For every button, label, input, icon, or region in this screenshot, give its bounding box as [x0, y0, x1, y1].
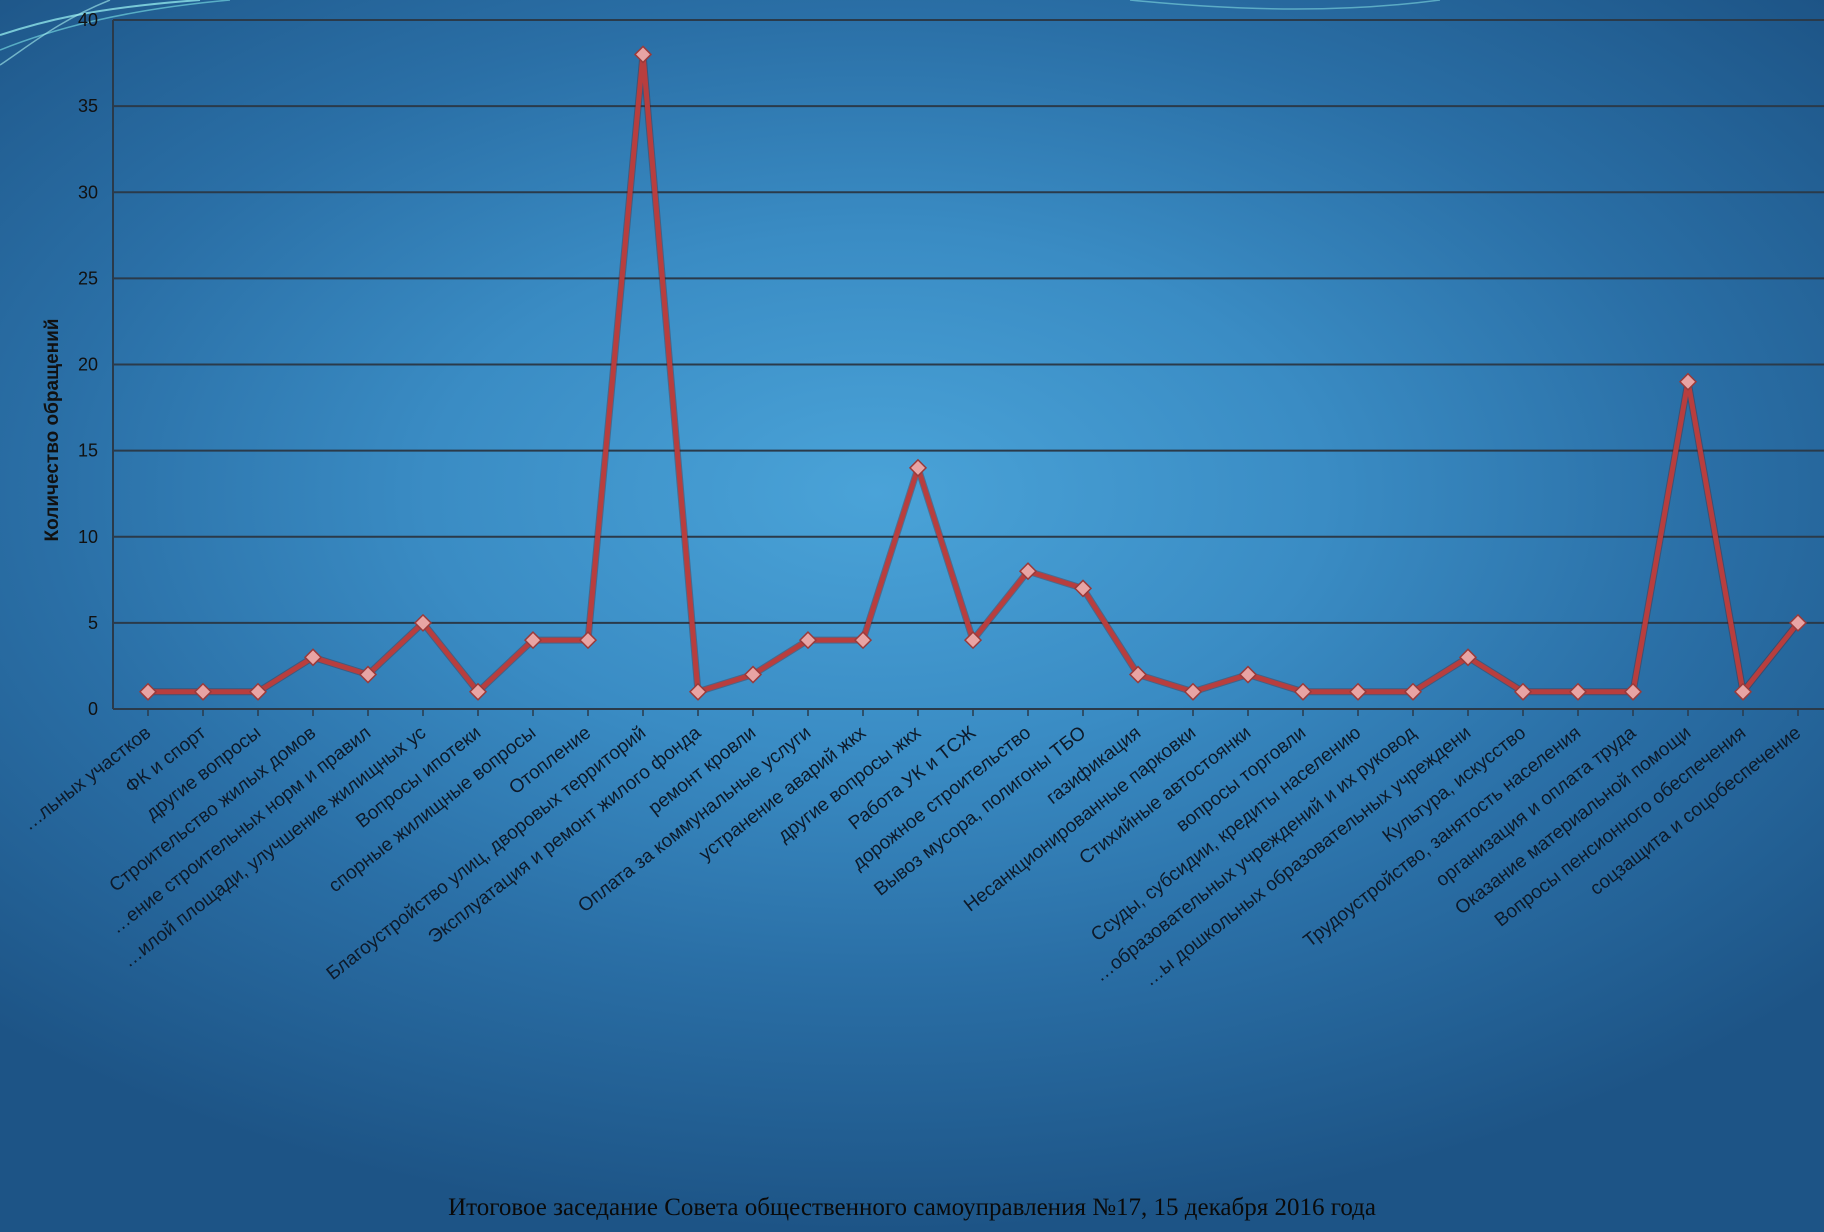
data-point	[138, 682, 158, 701]
series-line	[148, 51, 1800, 695]
data-point	[523, 631, 543, 650]
y-tick-label: 25	[78, 268, 98, 288]
data-point	[413, 613, 433, 632]
y-axis-ticks: 0 5 10 15 20 25 30 35 40	[78, 10, 98, 719]
y-tick-label: 35	[78, 96, 98, 116]
data-point	[688, 682, 708, 701]
data-point	[1568, 682, 1588, 701]
series-line	[148, 50, 1801, 696]
data-point	[633, 45, 653, 64]
y-tick-label: 10	[78, 527, 98, 547]
y-tick-label: 15	[78, 441, 98, 461]
y-tick-label: 40	[78, 10, 98, 30]
data-point	[248, 682, 268, 701]
y-tick-label: 20	[78, 355, 98, 375]
data-point	[743, 665, 763, 684]
data-point	[1293, 682, 1313, 701]
series-line-shadow	[148, 50, 1801, 696]
data-point	[1348, 682, 1368, 701]
data-point	[798, 631, 818, 650]
data-point	[853, 631, 873, 650]
data-point	[1128, 665, 1148, 684]
series-markers	[138, 45, 1808, 701]
data-point	[578, 631, 598, 650]
data-point	[1183, 682, 1203, 701]
data-point	[1458, 648, 1478, 667]
y-tick-label: 0	[88, 699, 98, 719]
x-axis-tick-marks	[147, 709, 1799, 716]
data-point	[1403, 682, 1423, 701]
data-point	[1733, 682, 1753, 701]
data-point	[1788, 613, 1808, 632]
data-point	[468, 682, 488, 701]
data-point	[358, 665, 378, 684]
data-point	[1018, 562, 1038, 581]
data-point	[193, 682, 213, 701]
data-point	[1678, 372, 1698, 391]
data-point	[1623, 682, 1643, 701]
y-tick-label: 5	[88, 613, 98, 633]
gridlines	[112, 19, 1824, 710]
y-tick-label: 30	[78, 182, 98, 202]
data-point	[1238, 665, 1258, 684]
data-point	[908, 458, 928, 477]
y-axis-title: Количество обращений	[42, 319, 63, 542]
data-point	[303, 648, 323, 667]
data-point	[963, 631, 983, 650]
data-point	[1073, 579, 1093, 598]
slide-footer: Итоговое заседание Совета общественного …	[448, 1194, 1376, 1221]
data-point	[1513, 682, 1533, 701]
